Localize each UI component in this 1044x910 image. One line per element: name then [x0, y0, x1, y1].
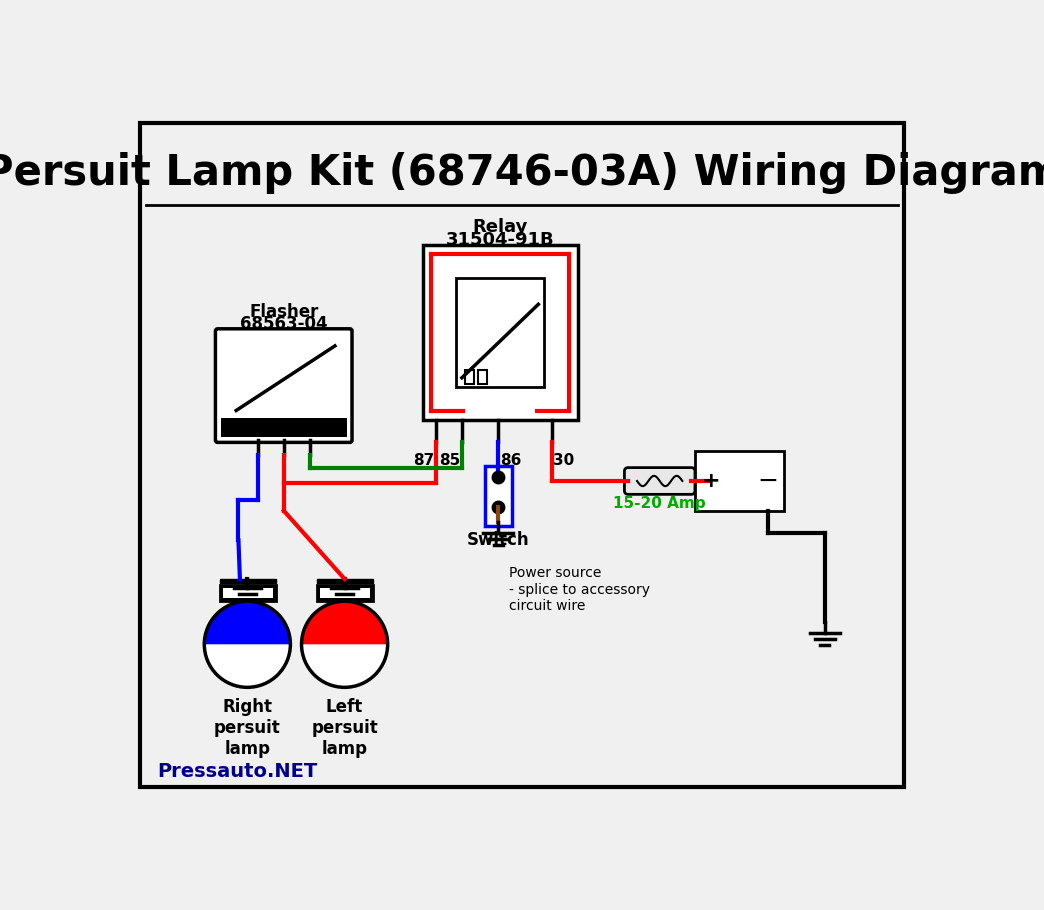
- Text: Persuit Lamp Kit (68746-03A) Wiring Diagram: Persuit Lamp Kit (68746-03A) Wiring Diag…: [0, 152, 1044, 194]
- Text: +: +: [702, 471, 720, 491]
- Text: 87: 87: [413, 453, 434, 468]
- Text: 15-20 Amp: 15-20 Amp: [614, 496, 706, 511]
- FancyBboxPatch shape: [215, 329, 352, 442]
- Text: 85: 85: [440, 453, 460, 468]
- Bar: [317, 585, 373, 602]
- Bar: [321, 588, 370, 598]
- Bar: [220, 418, 347, 437]
- Bar: [465, 370, 474, 384]
- Bar: [222, 588, 272, 598]
- Text: 68563-04: 68563-04: [240, 315, 328, 333]
- Text: Right
persuit
lamp: Right persuit lamp: [214, 699, 281, 758]
- Bar: [456, 278, 544, 387]
- Text: Switch: Switch: [467, 531, 529, 550]
- Bar: [423, 245, 577, 420]
- Text: Left
persuit
lamp: Left persuit lamp: [311, 699, 378, 758]
- Text: Relay: Relay: [473, 218, 528, 236]
- Wedge shape: [302, 602, 387, 644]
- Text: Power source
- splice to accessory
circuit wire: Power source - splice to accessory circu…: [509, 566, 650, 612]
- Bar: [220, 585, 276, 602]
- Wedge shape: [205, 644, 290, 687]
- Text: 86: 86: [500, 453, 521, 468]
- Bar: [220, 579, 276, 583]
- Wedge shape: [205, 602, 290, 644]
- Bar: [317, 579, 373, 583]
- Bar: [695, 451, 784, 511]
- Wedge shape: [302, 644, 387, 687]
- Bar: [478, 370, 488, 384]
- Text: 31504-91B: 31504-91B: [446, 231, 554, 248]
- Text: 30: 30: [553, 453, 574, 468]
- Text: −: −: [757, 469, 778, 493]
- Text: Pressauto.NET: Pressauto.NET: [157, 763, 317, 782]
- Text: Flasher: Flasher: [250, 303, 318, 320]
- Bar: [484, 466, 512, 525]
- FancyBboxPatch shape: [624, 468, 695, 494]
